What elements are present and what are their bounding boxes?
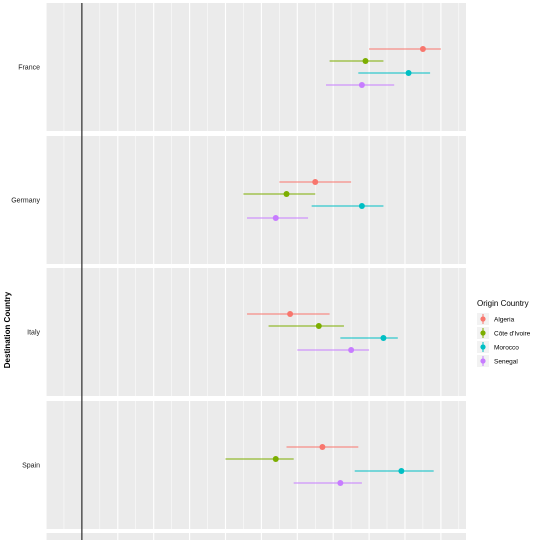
facet-label-germany: Germany [11, 198, 40, 205]
facet-panels: France Germany Italy Spain [11, 3, 466, 540]
legend: Origin Country Algeria Côte d'Ivoire Moroc… [477, 299, 531, 367]
facet-label-italy: Italy [27, 330, 40, 337]
facet-panel-germany [46, 136, 466, 264]
point-c-te-d-ivoire-germany [283, 191, 290, 197]
facet-panel-italy [46, 268, 466, 396]
point-algeria-germany [312, 179, 319, 185]
legend-key-point [480, 316, 486, 322]
point-morocco-france [405, 70, 412, 76]
legend-key-point [480, 344, 486, 350]
point-senegal-spain [337, 480, 344, 486]
legend-label-senegal: Senegal [494, 358, 518, 365]
point-c-te-d-ivoire-spain [272, 456, 279, 462]
legend-label-morocco: Morocco [494, 344, 519, 351]
legend-key-point [480, 330, 486, 336]
point-c-te-d-ivoire-italy [315, 323, 322, 329]
point-morocco-spain [398, 468, 405, 474]
legend-title: Origin Country [477, 299, 529, 308]
facet-label-spain: Spain [22, 463, 40, 470]
legend-key-point [480, 358, 486, 364]
point-c-te-d-ivoire-france [362, 58, 369, 64]
facet-panel-spain [46, 401, 466, 529]
point-algeria-spain [319, 444, 326, 450]
facet-panel-partial [46, 533, 466, 540]
y-axis-title: Destination Country [3, 291, 12, 368]
facet-panel-france [46, 3, 466, 131]
point-morocco-italy [380, 335, 387, 341]
facet-label-france: France [18, 65, 40, 72]
point-senegal-italy [348, 347, 355, 353]
legend-label-c-te-d-ivoire: Côte d'Ivoire [494, 330, 531, 337]
chart-marks [81, 3, 441, 540]
point-senegal-germany [272, 215, 279, 221]
legend-label-algeria: Algeria [494, 316, 515, 323]
point-algeria-italy [287, 311, 294, 317]
point-senegal-france [358, 82, 365, 88]
point-algeria-france [419, 46, 426, 52]
point-morocco-germany [358, 203, 365, 209]
